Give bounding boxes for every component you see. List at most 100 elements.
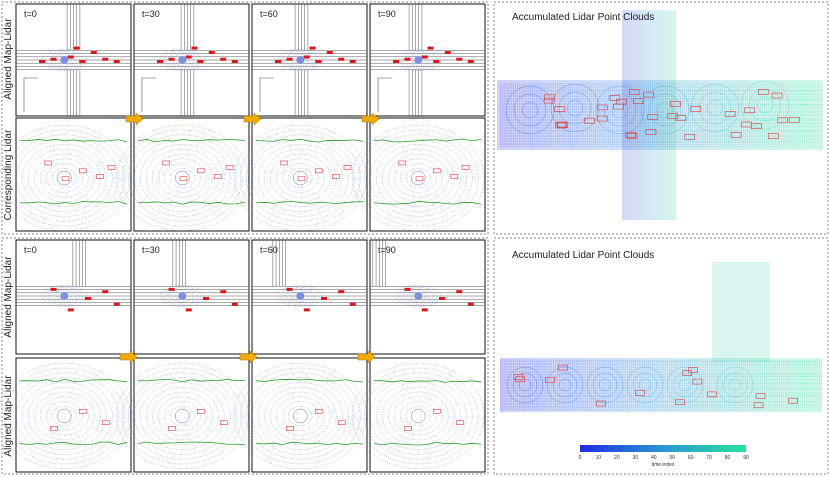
vehicle-box-outline: [404, 426, 412, 431]
cross-road-band: [712, 262, 770, 362]
boundary-line: [255, 441, 364, 446]
vehicle-box-outline: [44, 160, 53, 166]
lidar-ring: [152, 391, 213, 441]
lidar-ring: [116, 362, 249, 470]
time-arrow: [125, 112, 144, 126]
tile-frame: [133, 117, 250, 232]
top-lidar-tile: [234, 117, 368, 232]
colorbar-tick-label: 30: [633, 455, 639, 461]
boundary-line: [19, 200, 128, 205]
vehicle-box: [275, 60, 281, 63]
scan-circle: [546, 366, 584, 404]
road-boundaries: [19, 138, 128, 205]
vehicle-box: [67, 308, 74, 312]
lidar-ring: [22, 382, 107, 450]
vehicle-box: [286, 287, 293, 291]
vehicle-box: [197, 60, 204, 63]
lidar-ring: [240, 129, 361, 227]
bottom-map-tile: t=30: [133, 239, 250, 355]
boundary-line: [137, 138, 246, 143]
vehicle-box: [338, 57, 345, 61]
colorbar-tick-label: 0: [579, 455, 582, 461]
boundary-line: [19, 138, 128, 143]
vehicle-box: [393, 60, 399, 63]
vehicle-box-outline: [432, 408, 441, 414]
vehicle-box: [231, 60, 238, 63]
boundary-line: [255, 138, 364, 143]
accumulated-box: [513, 374, 524, 380]
lidar-ring: [270, 391, 331, 441]
accumulated-box: [633, 98, 644, 105]
vehicle-box: [421, 55, 428, 59]
accumulated-box: [557, 122, 568, 129]
scan-circle: [648, 93, 682, 127]
accumulated-box: [635, 390, 645, 396]
boundary-line: [373, 441, 482, 446]
lidar-ring: [403, 288, 434, 304]
lidar-ring: [246, 372, 355, 460]
vehicle-box: [90, 51, 97, 55]
accumulated-bottom-border: [493, 237, 829, 475]
lidar-rings: [0, 124, 131, 232]
point-streak: [499, 359, 823, 361]
bottom-map-tile: t=90: [369, 239, 486, 355]
ego-vehicle: [175, 408, 190, 424]
accumulated-box: [544, 94, 555, 101]
tile-frame: [251, 239, 368, 355]
lidar-ring: [170, 168, 195, 188]
scan-circle: [598, 378, 612, 392]
ego-vehicle: [411, 170, 426, 186]
boundary-line: [373, 380, 482, 383]
lidar-ring: [122, 367, 243, 465]
scan-circle: [518, 378, 532, 392]
lidar-ring: [264, 148, 337, 208]
lidar-ring: [370, 139, 467, 217]
bottom-lidar-tile: [352, 357, 486, 473]
tile-frame: [369, 239, 486, 355]
vehicle-box: [168, 57, 175, 61]
scan-circle: [550, 83, 600, 133]
lidar-rings: [116, 362, 249, 470]
accumulated-box: [643, 91, 654, 98]
lidar-ring: [276, 396, 325, 436]
time-arrow: [357, 350, 376, 364]
vehicle-box-outline: [450, 174, 458, 179]
lidar-ring: [281, 287, 320, 305]
vehicle-box: [404, 57, 411, 61]
tile-frame: [369, 117, 486, 232]
lidar-ring: [358, 367, 479, 465]
row-label-bottom-map: Aligned Map-Lidar: [3, 256, 14, 338]
scan-circle: [566, 99, 584, 117]
ego-vehicle: [411, 408, 426, 424]
scan-circle: [678, 378, 692, 392]
accumulated-box: [556, 121, 568, 128]
vehicle-box: [303, 308, 310, 312]
accumulated-box: [609, 95, 621, 101]
vehicle-box: [427, 46, 434, 50]
accumulated-box: [667, 113, 678, 119]
vehicle-box: [444, 51, 451, 55]
accumulated-box: [682, 370, 693, 376]
lidar-ring: [46, 401, 83, 431]
boundary-line: [137, 378, 246, 383]
vehicle-box: [185, 55, 192, 59]
vehicle-box: [102, 57, 109, 61]
lidar-ring: [152, 153, 213, 203]
vehicle-box: [349, 60, 356, 63]
bottom-lidar-row: [0, 357, 486, 473]
lidar-ring: [16, 139, 113, 217]
lidar-ring: [49, 288, 80, 304]
vehicle-box-outline: [219, 420, 228, 426]
vehicle-box: [456, 290, 463, 294]
boundary-line: [137, 441, 246, 446]
vehicle-box: [39, 60, 45, 63]
lidar-ring: [400, 163, 437, 193]
lidar-ring: [246, 134, 355, 222]
point-streak: [499, 122, 823, 124]
colorbar-tick-label: 10: [596, 455, 602, 461]
time-label: t=0: [24, 245, 37, 255]
point-streak: [499, 362, 823, 364]
map-lines: [370, 240, 485, 306]
vehicle-box-outline: [78, 408, 87, 414]
accumulated-box: [558, 364, 568, 371]
